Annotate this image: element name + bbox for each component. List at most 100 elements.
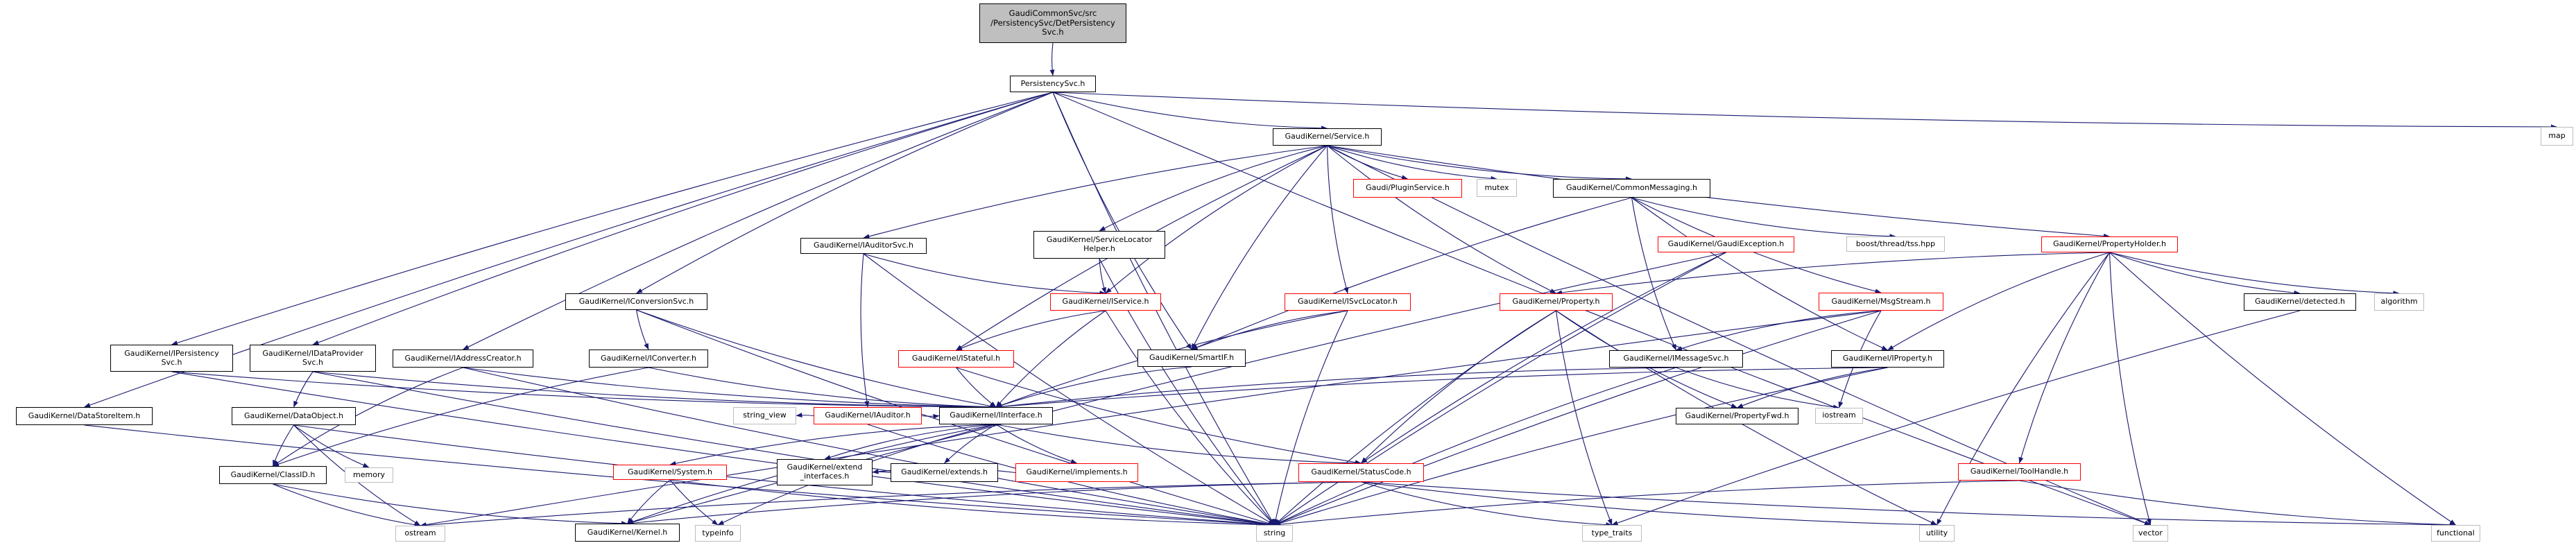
node-data-object[interactable]: GaudiKernel/DataObject.h: [232, 407, 356, 425]
node-label: type_traits: [1591, 528, 1633, 537]
edge-iproperty-to-property-fwd: [1737, 367, 1888, 408]
edge-persistency-svc-to-smartif: [1052, 92, 1192, 350]
node-datastore-item[interactable]: GaudiKernel/DataStoreItem.h: [16, 407, 153, 425]
edge-iservice-to-istateful: [956, 310, 1106, 351]
edge-persistency-svc-to-idataprovider-svc: [312, 92, 1054, 345]
node-label: GaudiKernel/ToolHandle.h: [1970, 467, 2069, 476]
node-smartif[interactable]: GaudiKernel/SmartIF.h: [1137, 350, 1246, 367]
node-iauditor-svc[interactable]: GaudiKernel/IAuditorSvc.h: [800, 238, 927, 254]
node-system[interactable]: GaudiKernel/System.h: [613, 465, 727, 480]
node-extend-interfaces[interactable]: GaudiKernel/extend _interfaces.h: [777, 459, 873, 485]
node-tool-handle[interactable]: GaudiKernel/ToolHandle.h: [1958, 463, 2081, 481]
node-iproperty[interactable]: GaudiKernel/IProperty.h: [1831, 350, 1944, 368]
node-label: GaudiKernel/Service.h: [1285, 132, 1370, 141]
edge-system-to-string: [669, 479, 1275, 528]
node-label: GaudiKernel/IAuditorSvc.h: [814, 241, 913, 250]
node-kernel[interactable]: GaudiKernel/Kernel.h: [575, 524, 680, 542]
node-implements[interactable]: GaudiKernel/implements.h: [1015, 463, 1138, 482]
edge-property-to-string: [1274, 310, 1556, 526]
node-label: utility: [1925, 528, 1948, 537]
edge-tool-handle-to-functional: [2019, 480, 2456, 528]
node-statuscode[interactable]: GaudiKernel/StatusCode.h: [1298, 463, 1424, 482]
edge-iservice-to-iinterface: [995, 310, 1106, 408]
node-istateful[interactable]: GaudiKernel/IStateful.h: [898, 350, 1014, 368]
edge-iconversion-svc-to-string: [636, 309, 1275, 526]
edge-iaddress-creator-to-classid: [273, 367, 463, 467]
edge-property-holder-to-functional: [2109, 252, 2456, 526]
node-imessage-svc[interactable]: GaudiKernel/IMessageSvc.h: [1609, 350, 1743, 368]
node-label: GaudiKernel/detected.h: [2255, 297, 2345, 307]
node-memory: memory: [345, 467, 393, 483]
node-isvc-locator[interactable]: GaudiKernel/ISvcLocator.h: [1285, 293, 1411, 311]
node-label: GaudiCommonSvc/src /PersistencySvc/DetPe…: [990, 8, 1115, 37]
node-label: boost/thread/tss.hpp: [1855, 239, 1936, 248]
node-service[interactable]: GaudiKernel/Service.h: [1273, 128, 1382, 146]
node-det-persistency-svc: GaudiCommonSvc/src /PersistencySvc/DetPe…: [979, 3, 1126, 43]
node-label: GaudiKernel/IPersistency Svc.h: [124, 348, 219, 367]
node-label: GaudiKernel/IMessageSvc.h: [1623, 354, 1729, 363]
node-idataprovider-svc[interactable]: GaudiKernel/IDataProvider Svc.h: [250, 345, 376, 372]
edge-iconversion-svc-to-iinterface: [636, 309, 997, 408]
node-classid[interactable]: GaudiKernel/ClassID.h: [219, 466, 327, 484]
node-label: GaudiKernel/IDataProvider Svc.h: [262, 348, 363, 367]
edge-iauditor-to-string: [867, 424, 1275, 527]
edge-service-to-iauditor-svc: [863, 145, 1328, 239]
node-label: GaudiKernel/Property.h: [1512, 297, 1600, 307]
node-property[interactable]: GaudiKernel/Property.h: [1500, 293, 1613, 311]
edge-persistency-svc-to-map: [1052, 92, 2557, 130]
node-label: GaudiKernel/IConversionSvc.h: [578, 296, 694, 306]
node-extends[interactable]: GaudiKernel/extends.h: [891, 463, 998, 482]
edge-property-holder-to-utility: [1937, 252, 2110, 526]
edge-iconverter-to-classid: [273, 367, 649, 467]
node-label: GaudiKernel/MsgStream.h: [1831, 296, 1931, 306]
node-iconversion-svc[interactable]: GaudiKernel/IConversionSvc.h: [565, 293, 707, 310]
edge-iaddress-creator-to-iinterface: [463, 367, 997, 410]
node-ipersistency-svc[interactable]: GaudiKernel/IPersistency Svc.h: [110, 345, 233, 372]
edge-gaudi-exception-to-string: [1274, 252, 1726, 526]
node-string-view: string_view: [733, 407, 796, 424]
node-msgstream[interactable]: GaudiKernel/MsgStream.h: [1819, 293, 1943, 311]
node-iaddress-creator[interactable]: GaudiKernel/IAddressCreator.h: [393, 350, 533, 368]
edge-data-object-to-classid: [272, 424, 294, 467]
node-label: GaudiKernel/System.h: [627, 467, 713, 476]
node-common-messaging[interactable]: GaudiKernel/CommonMessaging.h: [1553, 179, 1710, 198]
edge-service-to-mutex: [1327, 145, 1497, 181]
node-persistency-svc[interactable]: PersistencySvc.h: [1010, 76, 1096, 92]
edge-service-to-plugin-service: [1327, 145, 1408, 180]
edge-msgstream-to-string: [1274, 310, 1882, 526]
edge-persistency-svc-to-string: [1052, 92, 1275, 526]
node-iservice[interactable]: GaudiKernel/IService.h: [1050, 293, 1161, 311]
node-iinterface[interactable]: GaudiKernel/IInterface.h: [939, 407, 1053, 424]
node-iconverter[interactable]: GaudiKernel/IConverter.h: [589, 350, 708, 368]
node-label: GaudiKernel/DataObject.h: [243, 411, 344, 420]
node-label: GaudiKernel/extend _interfaces.h: [787, 463, 863, 481]
edge-iservice-to-string: [1105, 310, 1275, 526]
node-label: GaudiKernel/IConverter.h: [600, 353, 697, 363]
node-functional: functional: [2431, 525, 2480, 542]
node-label: GaudiKernel/SmartIF.h: [1149, 353, 1235, 363]
node-gaudi-exception[interactable]: GaudiKernel/GaudiException.h: [1658, 236, 1794, 252]
edge-iauditor-svc-to-string: [863, 253, 1275, 526]
node-service-locator-helper[interactable]: GaudiKernel/ServiceLocator Helper.h: [1033, 231, 1165, 259]
node-property-holder[interactable]: GaudiKernel/PropertyHolder.h: [2041, 236, 2178, 252]
node-detected[interactable]: GaudiKernel/detected.h: [2244, 293, 2356, 311]
node-plugin-service[interactable]: Gaudi/PluginService.h: [1353, 179, 1462, 198]
edge-property-holder-to-algorithm: [2109, 252, 2400, 296]
edge-property-holder-to-tool-handle: [2018, 252, 2110, 464]
edge-ipersistency-svc-to-string: [171, 371, 1275, 527]
node-string: string: [1256, 525, 1293, 542]
node-label: iostream: [1822, 411, 1856, 420]
edge-property-holder-to-property: [1556, 252, 2110, 295]
edge-iauditor-svc-to-iservice: [863, 253, 1106, 296]
edge-detected-to-type-traits: [1611, 310, 2301, 526]
node-label: map: [2548, 131, 2566, 141]
edge-classid-to-kernel: [273, 483, 628, 526]
node-vector: vector: [2133, 525, 2168, 542]
edge-iauditor-to-string-view: [796, 413, 814, 417]
edge-iinterface-to-statuscode: [995, 424, 1362, 466]
node-utility: utility: [1919, 525, 1955, 542]
node-iauditor[interactable]: GaudiKernel/IAuditor.h: [814, 407, 922, 424]
edge-iauditor-to-iinterface: [921, 414, 940, 419]
node-label: functional: [2437, 528, 2475, 537]
node-property-fwd[interactable]: GaudiKernel/PropertyFwd.h: [1676, 408, 1798, 424]
